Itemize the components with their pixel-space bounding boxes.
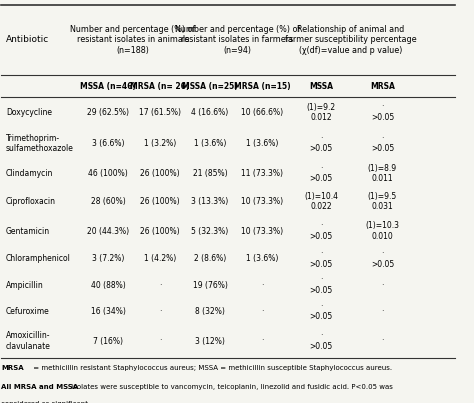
Text: ·: · (261, 280, 264, 290)
Text: ·
>0.05: · >0.05 (310, 249, 333, 269)
Text: ·: · (381, 307, 383, 316)
Text: 1 (3.2%): 1 (3.2%) (144, 139, 176, 148)
Text: ·
>0.05: · >0.05 (371, 249, 394, 269)
Text: Antibiotic: Antibiotic (6, 35, 49, 44)
Text: ·: · (261, 337, 264, 345)
Text: MSSA (n=25): MSSA (n=25) (182, 81, 238, 91)
Text: ·: · (159, 280, 161, 290)
Text: Ciprofloxacin: Ciprofloxacin (6, 197, 56, 206)
Text: 3 (13.3%): 3 (13.3%) (191, 197, 228, 206)
Text: MSSA (n=46): MSSA (n=46) (80, 81, 136, 91)
Text: 19 (76%): 19 (76%) (192, 280, 228, 290)
Text: ·: · (261, 307, 264, 316)
Text: ·
>0.05: · >0.05 (310, 221, 333, 241)
Text: Clindamycin: Clindamycin (6, 169, 53, 178)
Text: MRSA: MRSA (1, 365, 24, 371)
Text: (1)=9.5
0.031: (1)=9.5 0.031 (368, 191, 397, 211)
Text: 20 (44.3%): 20 (44.3%) (87, 226, 129, 235)
Text: All MRSA and MSSA: All MRSA and MSSA (1, 384, 79, 390)
Text: 10 (66.6%): 10 (66.6%) (241, 108, 283, 117)
Text: Number and percentage (%) of
resistant isolates in farmers
(n=94): Number and percentage (%) of resistant i… (174, 25, 300, 55)
Text: 3 (7.2%): 3 (7.2%) (92, 254, 124, 264)
Text: 17 (61.5%): 17 (61.5%) (139, 108, 181, 117)
Text: Ampicillin: Ampicillin (6, 280, 44, 290)
Text: Cefuroxime: Cefuroxime (6, 307, 50, 316)
Text: 26 (100%): 26 (100%) (140, 226, 180, 235)
Text: 1 (4.2%): 1 (4.2%) (144, 254, 176, 264)
Text: 4 (16.6%): 4 (16.6%) (191, 108, 228, 117)
Text: MRSA (n= 26): MRSA (n= 26) (130, 81, 190, 91)
Text: ·
>0.05: · >0.05 (371, 103, 394, 122)
Text: MRSA (n=15): MRSA (n=15) (234, 81, 291, 91)
Text: Chloramphenicol: Chloramphenicol (6, 254, 71, 264)
Text: MRSA: MRSA (370, 81, 395, 91)
Text: Gentamicin: Gentamicin (6, 226, 50, 235)
Text: ·: · (381, 280, 383, 290)
Text: ·: · (159, 307, 161, 316)
Text: considered as significant.: considered as significant. (1, 401, 91, 403)
Text: 16 (34%): 16 (34%) (91, 307, 126, 316)
Text: ·
>0.05: · >0.05 (310, 164, 333, 183)
Text: isolates were susceptible to vancomycin, teicoplanin, linezolid and fusidic acid: isolates were susceptible to vancomycin,… (69, 384, 392, 390)
Text: (1)=8.9
0.011: (1)=8.9 0.011 (368, 164, 397, 183)
Text: ·
>0.05: · >0.05 (310, 301, 333, 321)
Text: ·
>0.05: · >0.05 (310, 331, 333, 351)
Text: 10 (73.3%): 10 (73.3%) (241, 197, 283, 206)
Text: 29 (62.5%): 29 (62.5%) (87, 108, 129, 117)
Text: 46 (100%): 46 (100%) (88, 169, 128, 178)
Text: 8 (32%): 8 (32%) (195, 307, 225, 316)
Text: ·: · (159, 337, 161, 345)
Text: ·: · (381, 337, 383, 345)
Text: (1)=10.4
0.022: (1)=10.4 0.022 (304, 191, 338, 211)
Text: 3 (6.6%): 3 (6.6%) (92, 139, 124, 148)
Text: Amoxicillin-
clavulanate: Amoxicillin- clavulanate (6, 331, 51, 351)
Text: 1 (3.6%): 1 (3.6%) (246, 139, 278, 148)
Text: Relationship of animal and
farmer susceptibility percentage
(χ(df)=value and p v: Relationship of animal and farmer suscep… (285, 25, 417, 55)
Text: 2 (8.6%): 2 (8.6%) (194, 254, 226, 264)
Text: (1)=10.3
0.010: (1)=10.3 0.010 (365, 221, 400, 241)
Text: MSSA: MSSA (309, 81, 333, 91)
Text: 21 (85%): 21 (85%) (193, 169, 228, 178)
Text: 40 (88%): 40 (88%) (91, 280, 125, 290)
Text: 10 (73.3%): 10 (73.3%) (241, 226, 283, 235)
Text: Doxycycline: Doxycycline (6, 108, 52, 117)
Text: Number and percentage (%) of
resistant isolates in animals
(n=188): Number and percentage (%) of resistant i… (70, 25, 196, 55)
Text: 26 (100%): 26 (100%) (140, 169, 180, 178)
Text: (1)=9.2
0.012: (1)=9.2 0.012 (307, 103, 336, 122)
Text: Trimethoprim-
sulfamethoxazole: Trimethoprim- sulfamethoxazole (6, 134, 74, 154)
Text: ·
>0.05: · >0.05 (310, 134, 333, 154)
Text: 26 (100%): 26 (100%) (140, 197, 180, 206)
Text: 5 (32.3%): 5 (32.3%) (191, 226, 228, 235)
Text: ·
>0.05: · >0.05 (371, 134, 394, 154)
Text: 28 (60%): 28 (60%) (91, 197, 125, 206)
Text: 11 (73.3%): 11 (73.3%) (241, 169, 283, 178)
Text: 3 (12%): 3 (12%) (195, 337, 225, 345)
Text: 1 (3.6%): 1 (3.6%) (246, 254, 278, 264)
Text: 7 (16%): 7 (16%) (93, 337, 123, 345)
Text: = methicillin resistant Staphylococcus aureus; MSSA = methicillin susceptible St: = methicillin resistant Staphylococcus a… (31, 365, 392, 371)
Text: 1 (3.6%): 1 (3.6%) (194, 139, 226, 148)
Text: ·
>0.05: · >0.05 (310, 275, 333, 295)
